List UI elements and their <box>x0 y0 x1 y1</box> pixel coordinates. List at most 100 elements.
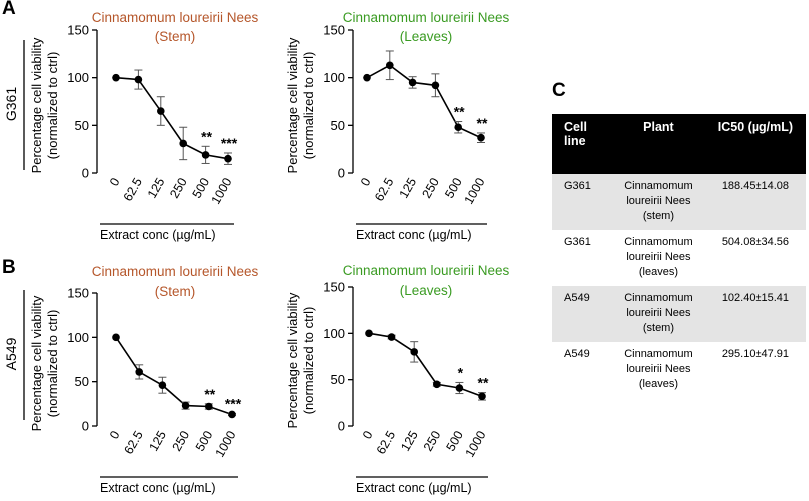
data-point <box>363 73 371 82</box>
y-axis-label: Percentage cell viability <box>29 295 44 431</box>
data-point <box>157 107 165 115</box>
data-point <box>112 333 120 342</box>
series-line <box>115 336 233 416</box>
x-tick-label: 125 <box>146 428 169 453</box>
chart-title: Cinnamomum loureirii Nees <box>343 10 510 25</box>
data-point <box>228 410 236 419</box>
header-cell-line: Cell line <box>552 114 612 174</box>
x-tick-label: 125 <box>398 428 421 453</box>
data-point <box>201 151 210 159</box>
data-point <box>205 402 213 411</box>
header-ic50: IC50 (µg/mL) <box>704 114 806 174</box>
x-tick-label: 62.5 <box>372 175 396 203</box>
charts-figure: G361 A549 Cinnamomum loureirii Nees (Stem… <box>3 10 510 495</box>
chart-subtitle: (Leaves) <box>400 29 453 44</box>
y-tick-label: 100 <box>323 70 345 85</box>
y-axis-label-sub: (normalized to ctrl) <box>45 52 60 160</box>
y-axis-label-sub: (normalized to ctrl) <box>45 310 60 418</box>
row-plant: Cinnamomum loureirii Nees (stem) <box>612 174 705 230</box>
y-tick-label: 50 <box>75 118 89 133</box>
x-axis-label: Extract conc (µg/mL) <box>356 481 472 495</box>
chart-B-leaves: Cinnamomum loureirii Nees (Leaves) 0 50 100 1… <box>285 263 510 495</box>
data-point <box>112 73 120 82</box>
x-tick-label: 0 <box>358 175 374 188</box>
y-axis-label: Percentage cell viability <box>285 292 300 428</box>
panel-label-b: B <box>2 257 16 278</box>
significance-label: *** <box>221 135 238 151</box>
data-point <box>387 333 396 341</box>
row-plant: Cinnamomum loureirii Nees (leaves) <box>612 342 705 398</box>
row-label-bottom: A549 <box>3 290 25 420</box>
significance-label: ** <box>201 128 212 144</box>
row-cell-line: G361 <box>552 230 612 286</box>
y-axis-label: Percentage cell viability <box>29 37 44 173</box>
data-point <box>431 81 440 90</box>
data-point <box>455 384 464 392</box>
data-point <box>386 61 394 70</box>
data-point <box>478 392 486 401</box>
row-ic50: 295.10±47.91 <box>704 342 806 398</box>
panel-label-a: A <box>2 0 16 19</box>
x-tick-label: 62.5 <box>122 428 146 456</box>
chart-A-stem: Cinnamomum loureirii Nees (Stem) 0 50 100 150… <box>29 10 259 242</box>
x-axis-label: Extract conc (µg/mL) <box>356 228 472 242</box>
y-tick-label: 100 <box>67 330 89 345</box>
row-ic50: 188.45±14.08 <box>704 174 806 230</box>
row-label-top: G361 <box>3 40 25 170</box>
y-tick-label: 50 <box>331 118 345 133</box>
data-point <box>365 329 373 338</box>
x-tick-label: 1000 <box>462 175 488 206</box>
x-axis-label: Extract conc (µg/mL) <box>100 228 216 242</box>
x-tick-label: 125 <box>397 175 420 200</box>
x-axis-label: Extract conc (µg/mL) <box>100 481 216 495</box>
x-tick-label: 0 <box>107 428 123 441</box>
chart-title: Cinnamomum loureirii Nees <box>343 263 510 278</box>
y-tick-label: 0 <box>82 166 89 181</box>
data-point <box>158 381 167 390</box>
y-axis-label-sub: (normalized to ctrl) <box>301 307 316 415</box>
chart-B-stem: Cinnamomum loureirii Nees (Stem) 0 50 100 150… <box>29 264 259 495</box>
x-tick-label: 62.5 <box>121 175 145 203</box>
y-axis-label: Percentage cell viability <box>285 37 300 173</box>
y-axis-label-sub: (normalized to ctrl) <box>301 52 316 160</box>
panel-label-c: C <box>552 80 566 101</box>
data-point <box>433 380 441 389</box>
data-point <box>410 348 419 356</box>
row-plant: Cinnamomum loureirii Nees (leaves) <box>612 230 705 286</box>
x-tick-label: 1000 <box>213 428 239 459</box>
data-point <box>477 133 485 142</box>
y-tick-label: 50 <box>75 374 89 389</box>
table-row: A549 Cinnamomum loureirii Nees (stem) 10… <box>552 286 806 342</box>
chart-title: Cinnamomum loureirii Nees <box>92 10 259 25</box>
table-header-row: Cell line Plant IC50 (µg/mL) <box>552 114 806 174</box>
x-tick-label: 500 <box>443 428 466 453</box>
x-tick-label: 62.5 <box>374 428 398 456</box>
y-tick-label: 0 <box>338 419 345 434</box>
x-tick-label: 0 <box>107 175 123 188</box>
x-tick-label: 250 <box>419 175 442 200</box>
chart-subtitle: (Stem) <box>155 29 196 44</box>
x-tick-label: 1000 <box>463 428 489 459</box>
x-tick-label: 250 <box>170 428 193 453</box>
table-row: G361 Cinnamomum loureirii Nees (stem) 18… <box>552 174 806 230</box>
row-cell-line: A549 <box>552 286 612 342</box>
y-tick-label: 0 <box>82 419 89 434</box>
data-point <box>135 368 143 376</box>
significance-label: ** <box>454 104 465 120</box>
row-ic50: 102.40±15.41 <box>704 286 806 342</box>
table-row: A549 Cinnamomum loureirii Nees (leaves) … <box>552 342 806 398</box>
row-cell-line: A549 <box>552 342 612 398</box>
chart-subtitle: (Leaves) <box>400 283 453 298</box>
chart-title: Cinnamomum loureirii Nees <box>92 264 259 279</box>
series-line <box>115 76 229 160</box>
data-point <box>454 123 463 132</box>
x-tick-label: 500 <box>193 428 216 453</box>
ic50-table-container: Cell line Plant IC50 (µg/mL) G361 Cinnam… <box>552 114 806 398</box>
table-row: G361 Cinnamomum loureirii Nees (leaves) … <box>552 230 806 286</box>
data-point <box>224 154 232 163</box>
data-point <box>181 401 190 410</box>
y-tick-label: 100 <box>67 70 89 85</box>
significance-label: * <box>458 364 464 380</box>
series-line <box>368 332 483 398</box>
data-point <box>408 78 417 87</box>
